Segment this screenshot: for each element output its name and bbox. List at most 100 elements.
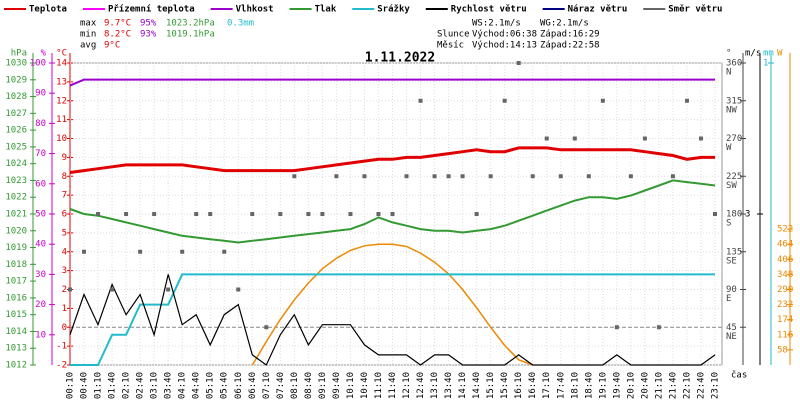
- direction-point: [124, 212, 129, 216]
- x-tick-label: 10:40: [360, 372, 370, 399]
- sun-rise: Východ:06:38: [472, 30, 537, 40]
- x-tick-label: 00:10: [66, 372, 76, 399]
- x-tick-label: 09:40: [332, 372, 342, 399]
- y-tick-label: 1029: [5, 75, 27, 85]
- stat-label: min: [80, 30, 96, 40]
- wind-stat: WG:2.1m/s: [540, 19, 589, 29]
- y-tick-label: 1014: [5, 327, 27, 337]
- direction-point: [222, 249, 227, 254]
- direction-point: [600, 98, 605, 103]
- axis-unit: %: [41, 49, 47, 59]
- y-tick-label: 5: [62, 228, 67, 238]
- x-tick-label: 18:40: [584, 372, 594, 399]
- series-line: [69, 146, 715, 174]
- y-tick-label: 13: [56, 77, 67, 87]
- y-tick-label: 3: [62, 266, 67, 276]
- y-tick-label: 45: [726, 323, 737, 333]
- y-tick-label: 60: [35, 179, 46, 189]
- y-tick-label: 1022: [5, 193, 27, 203]
- direction-point: [390, 212, 395, 216]
- moon-rise: Východ:14:13: [472, 41, 537, 51]
- x-tick-label: 22:10: [682, 372, 692, 399]
- y-tick-label: 0: [62, 323, 67, 333]
- compass-label: E: [726, 294, 731, 304]
- y-tick-label: 11: [56, 115, 67, 125]
- y-tick-label: 1019: [5, 243, 27, 253]
- direction-point: [516, 61, 521, 65]
- stat-press: 1019.1hPa: [166, 30, 215, 40]
- axis-unit: W: [777, 49, 783, 59]
- x-tick-label: 07:10: [262, 372, 272, 399]
- y-tick-label: 290: [777, 285, 793, 295]
- series-line: [69, 274, 716, 366]
- y-tick-label: 14: [56, 59, 67, 69]
- y-tick-label: 58: [777, 345, 788, 355]
- x-tick-label: 14:10: [458, 372, 468, 399]
- x-tick-label: 17:40: [556, 372, 566, 399]
- y-tick-label: 174: [777, 315, 793, 325]
- x-tick-label: 11:10: [374, 372, 384, 399]
- axis-unit: °: [726, 49, 731, 59]
- direction-point: [656, 325, 661, 330]
- x-tick-label: 06:10: [234, 372, 244, 399]
- x-tick-label: 08:40: [304, 372, 314, 399]
- y-tick-label: 10: [56, 134, 67, 144]
- y-tick-label: -2: [56, 361, 67, 371]
- x-tick-label: 09:10: [318, 372, 328, 399]
- y-tick-label: 90: [35, 89, 46, 99]
- compass-label: SE: [726, 256, 737, 266]
- x-tick-label: 13:10: [430, 372, 440, 399]
- x-tick-label: 22:40: [696, 372, 706, 399]
- direction-point: [670, 174, 675, 179]
- y-tick-label: 8: [62, 172, 67, 182]
- direction-point: [152, 212, 157, 216]
- x-tick-label: 01:10: [94, 372, 104, 399]
- chart-title: 1.11.2022: [365, 51, 435, 66]
- y-tick-label: 90: [726, 285, 737, 295]
- y-tick-label: 10: [35, 330, 46, 340]
- y-tick-label: 1: [763, 59, 768, 69]
- y-tick-label: 135: [726, 247, 742, 257]
- y-tick-label: 1028: [5, 92, 27, 102]
- x-tick-label: 16:10: [514, 372, 524, 399]
- y-tick-label: 464: [777, 240, 793, 250]
- x-tick-label: 03:10: [150, 372, 160, 399]
- y-tick-label: 1021: [5, 210, 27, 220]
- x-axis-label: čas: [731, 370, 747, 381]
- y-tick-label: 40: [35, 240, 46, 250]
- stat-temp: 9.7°C: [104, 19, 131, 29]
- direction-point: [208, 212, 213, 216]
- stat-temp: 8.2°C: [104, 30, 131, 40]
- legend-label: Teplota: [29, 5, 67, 15]
- compass-label: NE: [726, 332, 737, 342]
- y-tick-label: 50: [35, 210, 46, 220]
- x-tick-label: 06:40: [248, 372, 258, 399]
- y-tick-label: 30: [35, 270, 46, 280]
- direction-point: [502, 98, 507, 103]
- series-line: [69, 78, 715, 87]
- stat-label: avg: [80, 41, 96, 51]
- direction-point: [614, 325, 619, 330]
- x-tick-label: 05:40: [220, 372, 230, 399]
- y-tick-label: 360: [726, 59, 742, 69]
- y-tick-label: 406: [777, 255, 793, 265]
- axis-unit: mm: [763, 49, 774, 59]
- direction-point: [236, 287, 241, 292]
- axis-unit: m/s: [745, 49, 761, 59]
- sun-set: Západ:16:29: [540, 30, 600, 40]
- x-tick-label: 20:40: [640, 372, 650, 399]
- x-tick-label: 04:10: [178, 372, 188, 399]
- x-tick-label: 18:10: [570, 372, 580, 399]
- wind-stat: WS:2.1m/s: [472, 19, 521, 29]
- direction-point: [684, 98, 689, 103]
- x-tick-label: 00:40: [80, 372, 90, 399]
- direction-point: [474, 212, 479, 216]
- y-tick-label: 180: [726, 210, 742, 220]
- direction-point: [250, 212, 255, 216]
- x-tick-label: 20:10: [626, 372, 636, 399]
- y-tick-label: -1: [56, 342, 67, 352]
- direction-point: [166, 287, 171, 292]
- x-tick-label: 11:40: [388, 372, 398, 399]
- x-tick-label: 16:40: [528, 372, 538, 399]
